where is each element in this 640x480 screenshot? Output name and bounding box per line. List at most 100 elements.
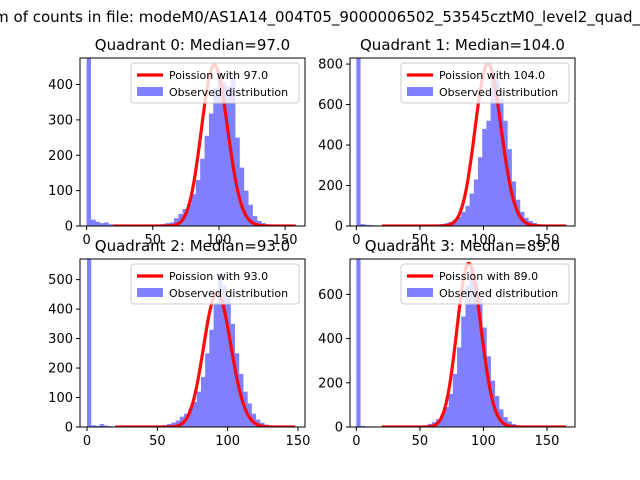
y-tick-label: 0 bbox=[335, 220, 343, 235]
histogram-bar bbox=[498, 409, 504, 427]
x-tick-label: 100 bbox=[215, 434, 240, 449]
histogram-bar bbox=[503, 120, 508, 226]
y-tick-label: 400 bbox=[48, 78, 73, 93]
histogram-bar bbox=[234, 353, 240, 427]
histogram-bar bbox=[482, 327, 487, 427]
histogram-bar bbox=[256, 221, 262, 226]
legend-bar-swatch bbox=[137, 87, 163, 96]
legend-box bbox=[130, 263, 300, 305]
legend-label-poisson: Poission with 104.0 bbox=[439, 69, 545, 82]
histogram-bar bbox=[200, 158, 205, 226]
x-tick-label: 150 bbox=[535, 434, 560, 449]
histogram-bar bbox=[103, 425, 109, 427]
y-tick-label: 200 bbox=[48, 149, 73, 164]
legend-box bbox=[400, 263, 570, 305]
histogram-bar bbox=[457, 216, 462, 226]
histogram-bar bbox=[507, 421, 512, 427]
legend-label-poisson: Poission with 89.0 bbox=[439, 270, 538, 283]
histogram-bar bbox=[99, 424, 105, 427]
histogram-bar bbox=[444, 407, 449, 427]
x-tick-label: 150 bbox=[535, 233, 560, 248]
histogram-bar bbox=[486, 356, 491, 427]
histogram-bar bbox=[478, 298, 483, 427]
y-tick-label: 100 bbox=[48, 391, 73, 406]
subplot-title: Quadrant 1: Median=104.0 bbox=[360, 36, 565, 54]
histogram-bar bbox=[503, 417, 508, 427]
histogram-bar bbox=[171, 422, 176, 427]
histogram-bar bbox=[222, 82, 227, 226]
histogram-bar bbox=[188, 408, 193, 427]
x-tick-label: 50 bbox=[149, 434, 166, 449]
histogram-bar bbox=[222, 285, 227, 427]
histogram-bar bbox=[91, 425, 96, 427]
y-tick-label: 400 bbox=[318, 332, 343, 347]
y-tick-label: 600 bbox=[318, 98, 343, 113]
histogram-bar bbox=[486, 120, 491, 226]
histogram-bar bbox=[457, 347, 462, 427]
histogram-bar bbox=[478, 157, 483, 226]
histogram-bar bbox=[217, 273, 223, 427]
histogram-bar bbox=[465, 285, 470, 427]
x-tick-label: 0 bbox=[82, 233, 90, 248]
y-tick-label: 0 bbox=[65, 220, 73, 235]
histogram-bar bbox=[448, 393, 454, 427]
histogram-bar bbox=[494, 80, 500, 226]
histogram-bar bbox=[95, 221, 101, 226]
x-tick-label: 100 bbox=[207, 233, 232, 248]
histogram-bar bbox=[195, 180, 201, 226]
y-tick-label: 600 bbox=[318, 288, 343, 303]
histogram-bar bbox=[213, 303, 219, 427]
y-tick-label: 300 bbox=[48, 332, 73, 347]
y-tick-label: 200 bbox=[48, 362, 73, 377]
histogram-bar bbox=[204, 135, 210, 226]
axes-frame bbox=[349, 258, 576, 428]
histogram-bar bbox=[473, 281, 479, 427]
legend-label-poisson: Poission with 97.0 bbox=[169, 69, 268, 82]
histogram-bar bbox=[356, 259, 361, 427]
histogram-bar bbox=[108, 224, 114, 226]
histogram-bar bbox=[87, 259, 92, 427]
histogram-bar bbox=[469, 267, 475, 427]
legend: Poission with 104.0 Observed distribution bbox=[400, 62, 570, 104]
histogram-bar bbox=[205, 353, 210, 427]
histogram-bar bbox=[360, 425, 366, 427]
y-tick-label: 400 bbox=[318, 139, 343, 154]
histogram-bar bbox=[200, 376, 206, 427]
subplot-title: Quadrant 3: Median=89.0 bbox=[365, 237, 560, 255]
figure-suptitle: Histogram of counts in file: modeM0/AS1A… bbox=[0, 8, 640, 27]
axes-frame bbox=[79, 57, 306, 227]
quadrant-2-subplot: 0 50 100 150 0 100 200 300 400 500 Quadrant 2: Med… bbox=[48, 237, 310, 449]
subplot-title: Quadrant 2: Median=93.0 bbox=[95, 237, 290, 255]
plot-area bbox=[356, 58, 567, 226]
histogram-bar bbox=[469, 193, 475, 226]
legend-box bbox=[400, 62, 570, 104]
x-tick-label: 50 bbox=[145, 233, 162, 248]
axes-frame bbox=[349, 57, 576, 227]
histogram-bar bbox=[173, 218, 179, 226]
histogram-bar bbox=[95, 425, 100, 427]
histogram-bar bbox=[482, 128, 487, 226]
histogram-bar bbox=[473, 179, 479, 226]
legend-bar-swatch bbox=[137, 288, 163, 297]
legend-bar-swatch bbox=[407, 87, 433, 96]
histogram-bar bbox=[461, 211, 466, 226]
histogram-bar bbox=[230, 323, 235, 427]
y-tick-label: 200 bbox=[318, 179, 343, 194]
histogram-bar bbox=[187, 204, 192, 226]
x-tick-label: 150 bbox=[273, 233, 298, 248]
y-tick-label: 400 bbox=[48, 303, 73, 318]
x-tick-label: 100 bbox=[471, 434, 496, 449]
histogram-bar bbox=[440, 414, 445, 427]
histogram-bar bbox=[243, 190, 249, 226]
histogram-bar bbox=[239, 167, 245, 226]
legend: Poission with 93.0 Observed distribution bbox=[130, 263, 300, 305]
histogram-bar bbox=[226, 297, 231, 427]
y-tick-label: 0 bbox=[65, 421, 73, 436]
histogram-bar bbox=[252, 216, 258, 226]
x-tick-label: 0 bbox=[352, 233, 360, 248]
histogram-bar bbox=[465, 205, 470, 226]
histogram-bar bbox=[192, 401, 198, 427]
y-tick-label: 500 bbox=[48, 273, 73, 288]
histogram-bar bbox=[248, 204, 253, 226]
y-tick-label: 100 bbox=[48, 184, 73, 199]
